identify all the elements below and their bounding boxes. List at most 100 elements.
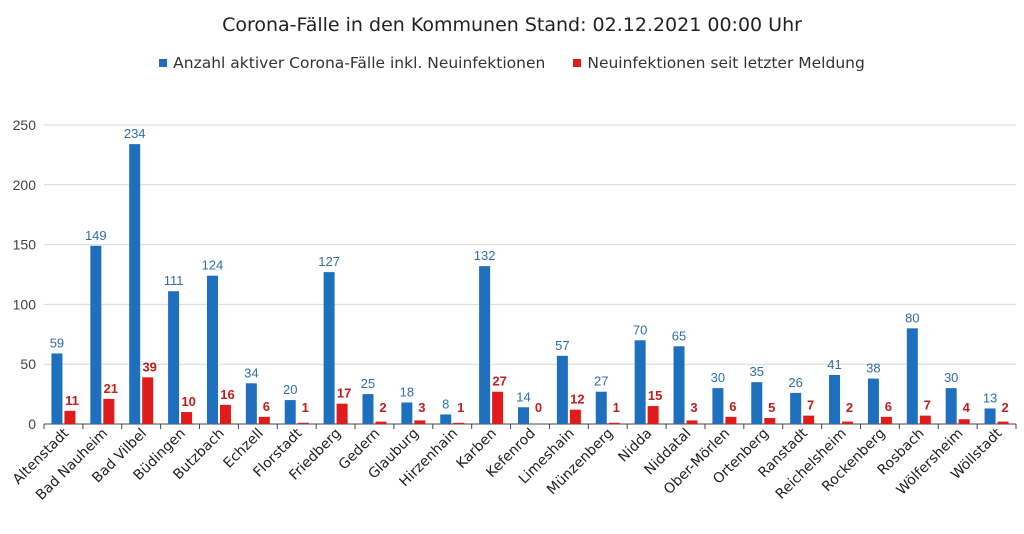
bar-new [375, 421, 387, 424]
data-label-active: 30 [944, 370, 958, 385]
data-label-active: 27 [594, 374, 608, 389]
bar-active [362, 394, 374, 424]
data-label-new: 1 [302, 400, 309, 415]
data-label-new: 6 [263, 399, 270, 414]
bar-active [634, 340, 646, 424]
data-label-new: 7 [807, 398, 814, 413]
data-label-active: 35 [750, 364, 764, 379]
bar-new [103, 398, 115, 424]
bar-new [336, 403, 348, 424]
data-label-active: 124 [202, 258, 224, 273]
data-label-new: 15 [648, 388, 662, 403]
data-label-new: 2 [1001, 400, 1008, 415]
legend-swatch-new [573, 59, 582, 67]
legend: Anzahl aktiver Corona-Fälle inkl. Neuinf… [0, 54, 1024, 72]
data-label-active: 65 [672, 328, 686, 343]
data-label-new: 5 [768, 400, 775, 415]
bar-new [919, 415, 931, 424]
y-tick-label: 100 [13, 296, 37, 312]
bar-new [686, 420, 698, 424]
legend-item-active: Anzahl aktiver Corona-Fälle inkl. Neuinf… [159, 54, 545, 72]
data-label-active: 234 [124, 126, 146, 141]
bar-active [51, 353, 63, 424]
bar-new [181, 412, 193, 424]
bar-active [945, 388, 957, 424]
data-label-active: 26 [788, 375, 802, 390]
data-label-active: 8 [442, 396, 449, 411]
bar-active [401, 402, 413, 424]
data-label-active: 38 [866, 361, 880, 376]
bar-new [608, 422, 620, 424]
data-label-new: 12 [570, 392, 584, 407]
bar-active [518, 407, 529, 424]
bar-new [880, 416, 892, 424]
data-label-new: 6 [729, 399, 736, 414]
bar-active [829, 374, 841, 424]
bar-active [790, 392, 802, 424]
data-label-new: 16 [220, 387, 234, 402]
bar-new [842, 421, 854, 424]
y-tick-label: 200 [13, 177, 37, 193]
data-label-new: 2 [379, 400, 386, 415]
data-label-active: 57 [555, 338, 569, 353]
data-label-active: 70 [633, 322, 647, 337]
data-label-active: 13 [983, 390, 997, 405]
data-label-active: 20 [283, 382, 297, 397]
bar-new [958, 419, 970, 424]
data-label-new: 1 [457, 400, 464, 415]
data-label-new: 6 [885, 399, 892, 414]
data-label-new: 4 [963, 400, 971, 415]
bar-new [297, 422, 309, 424]
bar-active [206, 275, 218, 424]
bar-active [867, 378, 879, 424]
bar-active [245, 383, 257, 424]
bar-new [997, 421, 1009, 424]
data-label-new: 21 [104, 381, 118, 396]
y-tick-label: 0 [28, 416, 36, 432]
data-label-new: 0 [535, 400, 542, 415]
bar-active [556, 355, 568, 424]
y-tick-label: 250 [13, 117, 37, 133]
bar-new [64, 410, 76, 424]
data-label-active: 14 [516, 389, 530, 404]
data-label-active: 30 [711, 370, 725, 385]
legend-swatch-active [159, 59, 168, 67]
data-label-new: 17 [337, 386, 351, 401]
legend-label-active: Anzahl aktiver Corona-Fälle inkl. Neuinf… [173, 54, 546, 72]
bar-new [219, 404, 231, 424]
data-label-new: 7 [924, 398, 931, 413]
bar-new [569, 409, 581, 424]
bar-active [712, 388, 724, 424]
data-label-active: 41 [827, 357, 841, 372]
data-label-active: 127 [318, 254, 340, 269]
data-label-active: 18 [400, 384, 414, 399]
data-label-new: 39 [142, 359, 156, 374]
data-label-active: 25 [361, 376, 375, 391]
data-label-new: 3 [690, 400, 697, 415]
bar-active [751, 382, 763, 424]
bar-active [906, 328, 918, 424]
y-tick-label: 50 [20, 356, 36, 372]
data-label-new: 10 [181, 394, 195, 409]
bar-new [142, 377, 154, 424]
data-label-new: 11 [65, 393, 79, 408]
data-label-active: 132 [474, 248, 496, 263]
bar-active [90, 245, 102, 424]
data-label-active: 149 [85, 228, 107, 243]
bar-active [479, 266, 491, 424]
bar-active [440, 414, 452, 424]
bar-new [725, 416, 737, 424]
bar-active [284, 400, 296, 424]
bar-new [647, 406, 659, 424]
bar-new [453, 422, 465, 424]
bar-new [492, 391, 504, 424]
data-label-new: 3 [418, 400, 425, 415]
legend-label-new: Neuinfektionen seit letzter Meldung [587, 54, 865, 72]
bar-new [803, 415, 815, 424]
bar-new [258, 416, 270, 424]
bar-active [673, 346, 685, 424]
bar-active [984, 408, 996, 424]
bar-active [323, 272, 335, 424]
data-label-active: 111 [164, 273, 184, 288]
